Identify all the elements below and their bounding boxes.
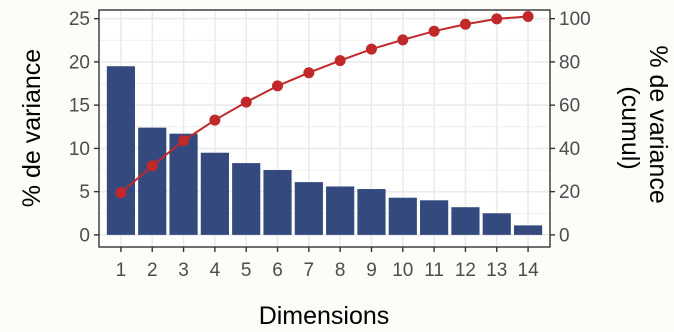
x-tick-label: 10 — [392, 260, 413, 281]
x-tick-label: 6 — [272, 260, 283, 281]
x-tick-label: 2 — [147, 260, 158, 281]
y-tick-label: 20 — [69, 52, 90, 73]
y-tick-label: 0 — [79, 225, 90, 246]
bar — [513, 225, 543, 235]
cumulative-point — [491, 13, 503, 25]
cumulative-point — [334, 55, 346, 67]
x-tick-label: 14 — [518, 260, 540, 281]
cumulative-point — [365, 43, 377, 55]
cumulative-point — [522, 10, 534, 22]
bar — [388, 197, 417, 235]
x-tick-label: 4 — [210, 260, 221, 281]
bar — [326, 186, 355, 235]
x-axis: 1 2 3 4 5 6 7 8 9 10 11 12 13 14 — [116, 247, 539, 281]
cumulative-point — [209, 114, 221, 126]
cumulative-point — [428, 25, 440, 37]
y2-tick-label: 40 — [559, 139, 580, 160]
x-tick-label: 7 — [304, 260, 315, 281]
bar — [357, 189, 386, 235]
plot-border — [98, 9, 551, 248]
cumulative-point — [240, 96, 252, 108]
y2-axis-title-line-2: (cumul) — [616, 86, 644, 169]
y2-axis-title: % de variance (cumul) — [616, 45, 672, 210]
plot-panel — [99, 10, 550, 247]
cumulative-point — [272, 80, 284, 92]
x-tick-label: 9 — [366, 260, 377, 281]
bar — [263, 170, 292, 235]
x-tick-label: 1 — [116, 260, 127, 281]
y-tick-label: 15 — [69, 96, 90, 117]
bar — [482, 213, 511, 235]
cumulative-line — [115, 10, 534, 199]
y2-tick-label: 80 — [559, 52, 580, 73]
x-tick-label: 5 — [241, 260, 252, 281]
x-tick-label: 8 — [335, 260, 346, 281]
bar — [294, 182, 323, 235]
bar — [138, 127, 167, 235]
bar — [200, 152, 229, 235]
x-tick-label: 11 — [424, 260, 444, 281]
y2-tick-label: 20 — [559, 182, 580, 203]
cumulative-point — [115, 187, 127, 199]
bars — [106, 66, 543, 235]
y2-tick-label: 100 — [559, 9, 591, 30]
x-axis-title: Dimensions — [259, 302, 390, 330]
y-tick-label: 25 — [69, 9, 90, 30]
y2-tick-label: 60 — [559, 96, 580, 117]
bar — [451, 207, 480, 235]
cumulative-point — [146, 160, 158, 172]
y-tick-label: 10 — [69, 139, 90, 160]
y2-axis-title-line-1: % de variance — [644, 45, 672, 203]
bar — [232, 163, 261, 235]
bar — [169, 133, 198, 235]
x-tick-label: 13 — [486, 260, 507, 281]
bar — [106, 66, 136, 235]
cumulative-point — [303, 67, 315, 79]
x-tick-label: 3 — [178, 260, 189, 281]
y2-tick-label: 0 — [559, 225, 570, 246]
y-axis-left: 0 5 10 15 20 25 — [69, 9, 99, 246]
y-tick-label: 5 — [79, 182, 90, 203]
y-axis-title: % de variance — [18, 49, 46, 207]
bar — [420, 200, 449, 235]
cumulative-point — [397, 34, 409, 46]
cumulative-point — [459, 18, 471, 30]
cumulative-point — [178, 135, 190, 147]
x-tick-label: 12 — [455, 260, 476, 281]
y-axis-right: 0 20 40 60 80 100 — [550, 9, 591, 246]
